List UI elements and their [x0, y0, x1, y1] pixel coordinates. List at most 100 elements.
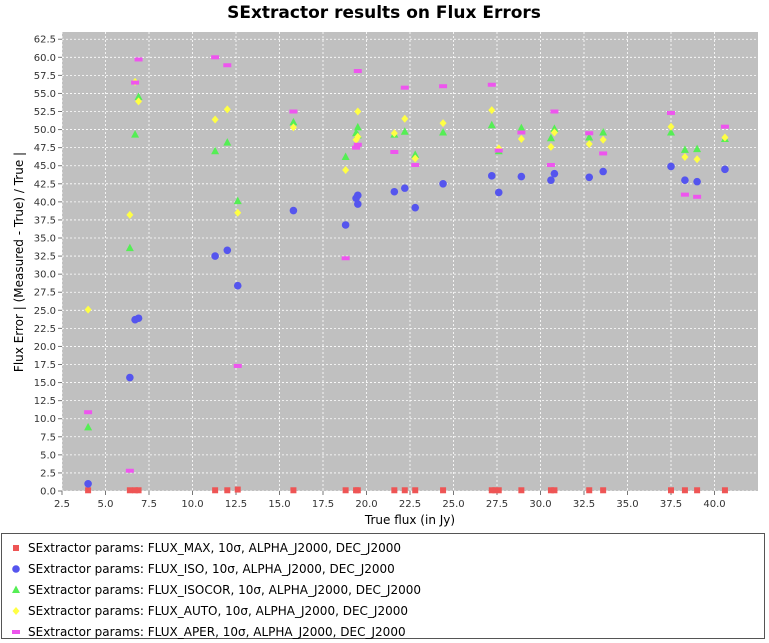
y-tick-label: 15.0	[34, 378, 56, 389]
flux-iso-point	[411, 203, 420, 212]
y-tick-label: 52.5	[34, 107, 56, 118]
y-tick-label: 2.5	[40, 468, 56, 479]
y-tick-label: 25.0	[34, 306, 56, 317]
flux-max-point	[212, 487, 219, 494]
flux-isocor-point	[134, 92, 143, 101]
flux-aper-point	[84, 410, 93, 415]
flux-iso-point	[223, 246, 232, 255]
y-tick-label: 30.0	[34, 270, 56, 281]
flux-isocor-point	[546, 133, 555, 142]
flux-aper-point	[693, 194, 702, 199]
flux-isocor-point	[599, 127, 608, 136]
flux-auto-point	[234, 208, 242, 217]
y-tick-label: 60.0	[34, 53, 56, 64]
flux-aper-point	[494, 148, 503, 153]
flux-aper-point	[411, 163, 420, 168]
x-tick-label: 37.5	[660, 499, 682, 510]
y-tick-label: 40.0	[34, 197, 56, 208]
flux-isocor-point	[400, 127, 409, 135]
legend-label: SExtractor params: FLUX_ISO, 10σ, ALPHA_…	[28, 562, 395, 576]
series-4	[84, 77, 729, 314]
series-5	[84, 55, 729, 473]
flux-max-point	[586, 487, 593, 494]
y-tick-label: 0.0	[40, 487, 56, 498]
flux-auto-point	[599, 135, 607, 144]
flux-isocor-point	[585, 133, 594, 141]
flux-auto-point	[126, 210, 134, 219]
flux-max-point	[518, 487, 525, 494]
flux-isocor-point	[667, 127, 675, 136]
legend-label: SExtractor params: FLUX_APER, 10σ, ALPHA…	[28, 625, 406, 639]
flux-max-point	[391, 487, 398, 494]
flux-iso-point	[439, 179, 447, 188]
flux-auto-point	[693, 155, 701, 164]
flux-iso-point	[721, 165, 729, 174]
flux-isocor-point	[353, 122, 362, 131]
square-marker-icon	[13, 545, 19, 551]
flux-iso-point	[681, 176, 689, 184]
flux-auto-point	[488, 106, 496, 115]
y-tick-label: 42.5	[34, 179, 56, 190]
flux-isocor-point	[84, 422, 93, 431]
flux-isocor-point	[233, 196, 242, 205]
legend-item: SExtractor params: FLUX_AUTO, 10σ, ALPHA…	[10, 601, 408, 621]
y-tick-label: 22.5	[34, 324, 56, 335]
flux-iso-point	[84, 479, 92, 488]
flux-isocor-point	[341, 152, 350, 161]
flux-aper-point	[352, 145, 361, 150]
flux-max-point	[694, 487, 701, 494]
chart-title: SExtractor results on Flux Errors	[227, 3, 541, 23]
x-tick-label: 27.5	[486, 499, 508, 510]
y-tick-label: 55.0	[34, 89, 56, 100]
x-tick-label: 7.5	[141, 499, 157, 510]
x-tick-label: 5.0	[98, 499, 114, 510]
flux-max-point	[126, 487, 133, 494]
flux-max-point	[551, 487, 558, 494]
flux-auto-point	[342, 166, 350, 175]
flux-iso-point	[289, 206, 298, 215]
flux-isocor-point	[211, 146, 220, 155]
flux-auto-point	[211, 115, 219, 124]
legend: SExtractor params: FLUX_MAX, 10σ, ALPHA_…	[1, 533, 765, 639]
y-tick-label: 12.5	[34, 396, 56, 407]
data-points	[84, 55, 729, 494]
flux-aper-point	[667, 110, 675, 115]
flux-max-point	[85, 487, 92, 494]
y-tick-label: 47.5	[34, 143, 56, 154]
y-axis-label: Flux Error | (Measured - True) / True |	[12, 152, 26, 372]
flux-isocor-point	[131, 130, 140, 138]
flux-iso-point	[354, 200, 362, 208]
legend-label: SExtractor params: FLUX_AUTO, 10σ, ALPHA…	[28, 604, 408, 618]
x-tick-label: 2.5	[54, 499, 70, 510]
flux-auto-point	[550, 128, 558, 137]
flux-max-point	[401, 487, 408, 494]
flux-aper-point	[550, 109, 559, 114]
flux-iso-point	[494, 188, 503, 197]
x-tick-label: 17.5	[312, 499, 334, 510]
flux-auto-point	[721, 133, 729, 142]
flux-iso-point	[693, 177, 701, 186]
flux-max-point	[354, 487, 361, 494]
flux-aper-point	[585, 131, 594, 136]
legend-marker	[12, 630, 20, 634]
legend-marker	[12, 607, 20, 615]
flux-aper-point	[599, 151, 608, 156]
flux-aper-point	[233, 363, 242, 368]
flux-auto-point	[439, 119, 447, 128]
flux-max-point	[492, 487, 499, 494]
x-tick-label: 10.0	[181, 499, 203, 510]
circle-marker-icon	[12, 565, 20, 573]
flux-auto-point	[354, 132, 362, 141]
bar-marker-icon	[12, 630, 20, 634]
flux-max-point	[412, 487, 419, 494]
flux-isocor-point	[411, 150, 420, 158]
flux-max-point	[721, 487, 728, 494]
flux-isocor-point	[125, 243, 134, 252]
y-tick-label: 10.0	[34, 414, 56, 425]
flux-isocor-point	[680, 145, 689, 153]
legend-item: SExtractor params: FLUX_MAX, 10σ, ALPHA_…	[10, 538, 401, 558]
y-tick-label: 5.0	[40, 450, 56, 461]
y-tick-label: 35.0	[34, 234, 56, 245]
flux-aper-point	[353, 142, 362, 147]
legend-label: SExtractor params: FLUX_ISOCOR, 10σ, ALP…	[28, 583, 421, 597]
